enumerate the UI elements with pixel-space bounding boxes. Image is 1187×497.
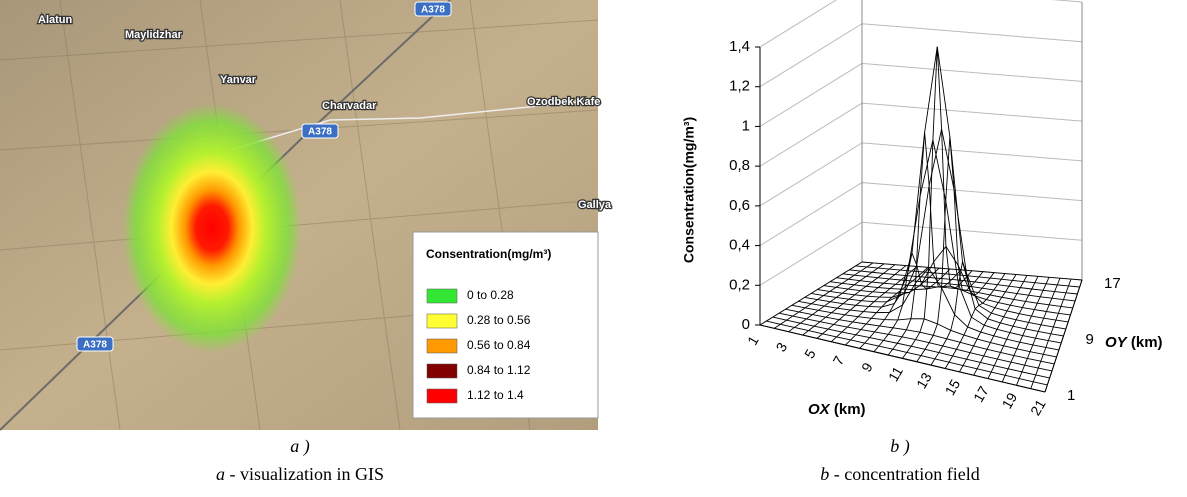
legend-swatch: [427, 364, 457, 378]
z-axis-label: Consentration(mg/m³): [681, 117, 697, 263]
legend-swatch: [427, 289, 457, 303]
caption: a - visualization in GIS: [216, 464, 384, 484]
legend-label: 0 to 0.28: [467, 288, 514, 302]
mesh-line: [811, 47, 1064, 336]
y-tick-label: 1: [1067, 387, 1075, 404]
x-tick-label: 7: [829, 353, 847, 368]
x-tick-label: 3: [772, 339, 790, 354]
x-tick-label: 5: [801, 346, 819, 361]
caption: b - concentration field: [820, 464, 979, 484]
legend-swatch: [427, 339, 457, 353]
mesh-line: [1031, 279, 1071, 389]
tag: b ): [890, 436, 910, 457]
map-label: Maylidzhar: [125, 29, 183, 41]
y-axis-label: OY (km): [1105, 334, 1163, 351]
x-axis-name: OX: [808, 401, 831, 418]
x-tick-label: 21: [1027, 396, 1049, 418]
legend-label: 0.56 to 0.84: [467, 338, 531, 352]
legend-swatch: [427, 314, 457, 328]
y-axis-unit: (km): [1131, 334, 1163, 351]
road-label: A378: [83, 340, 107, 351]
legend-label: 1.12 to 1.4: [467, 388, 524, 402]
z-tick-label: 0,2: [729, 276, 750, 293]
map-label: Ozodbek Kafe: [527, 96, 600, 108]
y-tick-label: 9: [1086, 331, 1094, 348]
caption-letter: a: [216, 464, 225, 484]
z-tick-label: 1,2: [729, 78, 750, 95]
map-label: Yanvar: [220, 74, 257, 86]
caption-letter: b: [820, 464, 829, 484]
mesh-line: [789, 264, 885, 332]
mesh-line: [903, 47, 973, 359]
map-label: Charvadar: [322, 100, 377, 112]
legend-label: 0.84 to 1.12: [467, 363, 531, 377]
z-tick-label: 1,4: [729, 38, 750, 55]
mesh-line: [1002, 277, 1049, 382]
map-label: Gallya: [578, 199, 612, 211]
x-axis-label: OX (km): [808, 401, 866, 418]
mesh-line: [888, 132, 961, 354]
mesh-line: [988, 276, 1038, 378]
map-label: Alatun: [38, 14, 73, 26]
axis: [1045, 280, 1082, 392]
page: Alatun Maylidzhar Yanvar Charvadar Ozodbek K…: [0, 0, 1187, 492]
x-tick-label: 11: [885, 363, 906, 384]
grid-line: [760, 0, 1082, 47]
z-tick-label: 0,4: [729, 237, 750, 254]
x-tick-label: 15: [942, 376, 964, 398]
legend-title: Consentration(mg/m³): [426, 247, 551, 261]
caption-text: - concentration field: [829, 464, 979, 484]
x-tick-label: 9: [858, 360, 876, 375]
road-label: A378: [421, 5, 445, 16]
mesh-line: [824, 246, 1068, 322]
x-tick-label: 17: [970, 383, 992, 405]
figure: Alatun Maylidzhar Yanvar Charvadar Ozodbek K…: [0, 0, 1187, 492]
x-tick-label: 1: [744, 333, 762, 348]
road-label: A378: [308, 127, 332, 138]
z-tick-label: 0: [742, 316, 750, 333]
mesh-line: [798, 268, 1059, 350]
y-axis-name: OY: [1105, 334, 1129, 351]
x-tick-label: 19: [999, 390, 1021, 412]
legend-swatch: [427, 389, 457, 403]
caption-text: - visualization in GIS: [225, 464, 384, 484]
z-tick-label: 0,6: [729, 197, 750, 214]
z-tick-label: 1: [742, 117, 750, 134]
x-tick-label: 13: [913, 370, 935, 392]
x-axis-unit: (km): [834, 401, 866, 418]
legend-label: 0.28 to 0.56: [467, 313, 531, 327]
y-tick-label: 17: [1104, 275, 1121, 292]
axis: [760, 325, 1045, 392]
tag: a ): [290, 436, 310, 457]
z-tick-label: 0,8: [729, 157, 750, 174]
